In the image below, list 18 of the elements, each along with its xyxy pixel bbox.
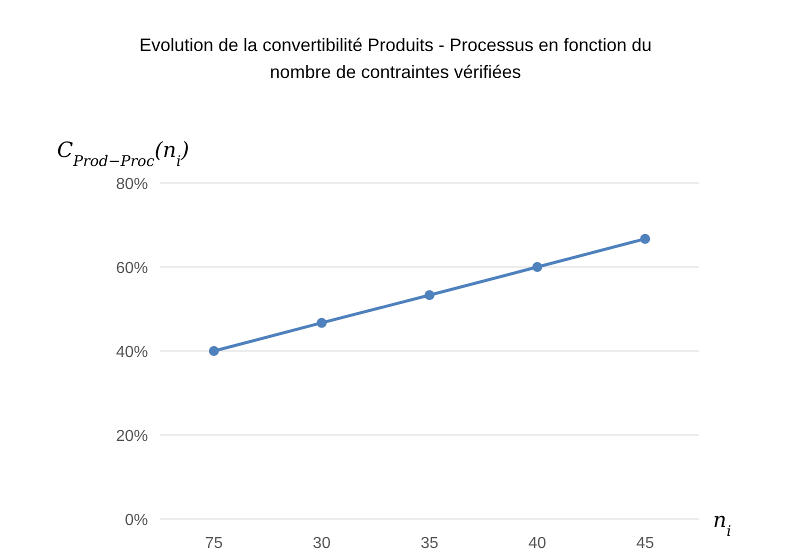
x-tick-label: 35 xyxy=(420,535,438,552)
x-tick-label: 40 xyxy=(528,535,546,552)
point xyxy=(640,234,650,244)
x-tick-label: 45 xyxy=(636,535,654,552)
y-tick-label: 0% xyxy=(124,512,148,529)
y-tick-label: 80% xyxy=(116,176,148,193)
point xyxy=(424,290,434,300)
point xyxy=(532,262,542,272)
y-tick-label: 20% xyxy=(116,428,148,445)
x-tick-label: 30 xyxy=(312,535,331,552)
y-axis-title: C$_{Prod−Proc}$(n$_{i}$) xyxy=(57,138,190,170)
y-tick-label: 60% xyxy=(116,260,148,277)
y-tick-label: 40% xyxy=(116,344,148,361)
x-tick-label: 75 xyxy=(205,535,223,552)
x-axis-title: n$_{i}$ xyxy=(713,508,732,540)
point xyxy=(208,346,219,356)
chart-title: Evolution de la convertibilité Produits - Processus en fonction du nombre de contraintes vérifiées xyxy=(139,35,652,82)
point xyxy=(316,318,327,328)
